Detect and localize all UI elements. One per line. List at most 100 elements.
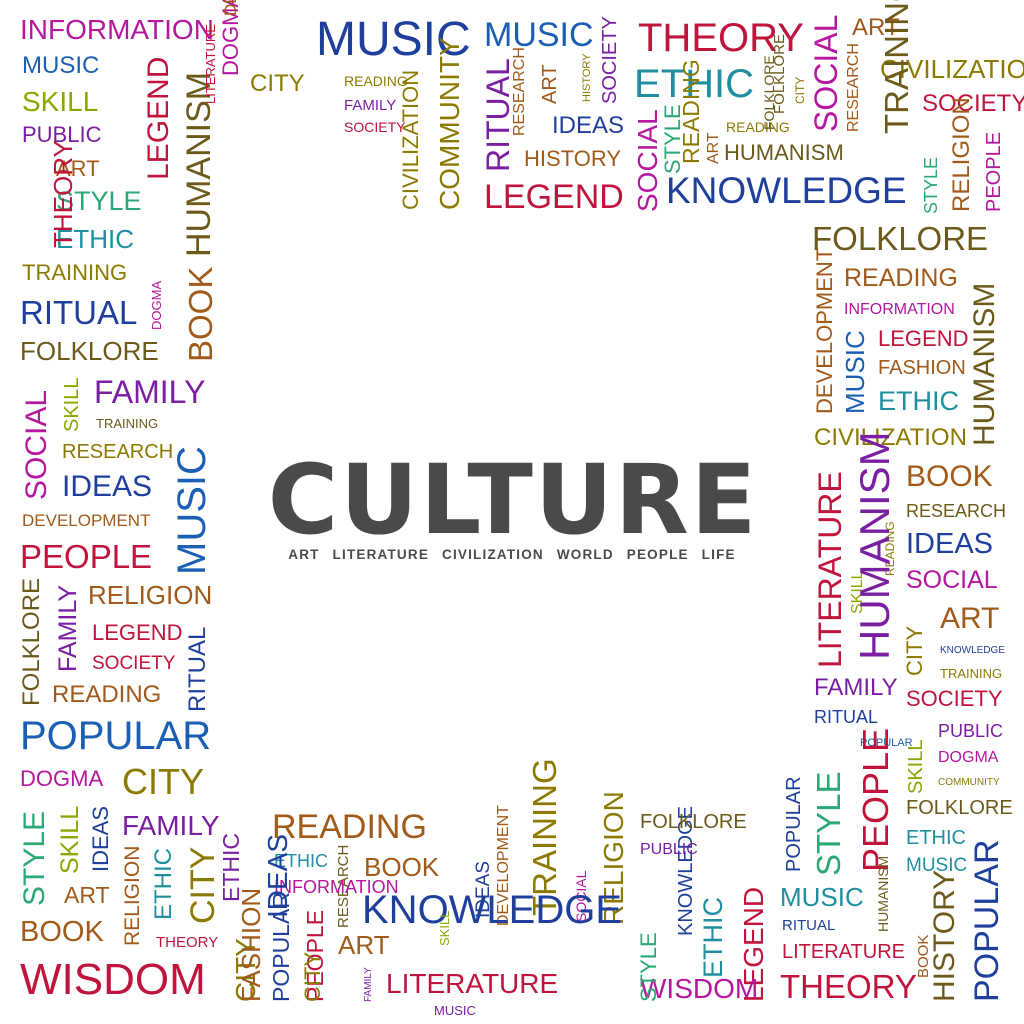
cloud-word: THEORY (156, 934, 219, 951)
cloud-word: ART (64, 882, 110, 908)
cloud-word: KNOWLEDGE (666, 170, 907, 211)
cloud-word: SOCIAL (906, 566, 998, 594)
cloud-word: THEORY (48, 140, 78, 248)
cloud-word: ETHIC (698, 897, 728, 978)
cloud-word: SKILL (61, 377, 83, 432)
cloud-word: MUSIC (780, 882, 864, 912)
cloud-word: MUSIC (22, 52, 100, 79)
cloud-word: SOCIETY (906, 686, 1003, 711)
cloud-word: TRAINING (940, 666, 1003, 681)
culture-title: CULTURE (267, 444, 759, 556)
cloud-word: SOCIETY (92, 653, 176, 674)
cloud-word: INFORMATION (20, 14, 214, 45)
cloud-word: POPULAR (783, 776, 805, 872)
cloud-word: SOCIAL (632, 109, 663, 212)
cloud-word: BOOK (364, 852, 440, 882)
cloud-word: SOCIETY (344, 119, 406, 135)
cloud-word: INFORMATION (274, 877, 399, 897)
cloud-word: LEGEND (142, 56, 175, 180)
cloud-word: STYLE (18, 810, 51, 906)
cloud-word: ART (705, 132, 722, 164)
cloud-word: STYLE (810, 771, 847, 876)
cloud-word: RITUAL (184, 626, 211, 712)
cloud-word: HISTORY (524, 146, 621, 171)
cloud-word: READING (726, 119, 790, 135)
cloud-word: RITUAL (782, 917, 836, 934)
cloud-word: STYLE (636, 932, 661, 1002)
cloud-word: LITERATURE (782, 941, 905, 963)
cloud-word: FAMILY (54, 584, 82, 672)
cloud-word: ETHIC (906, 827, 966, 849)
cloud-word: DEVELOPMENT (812, 247, 837, 414)
cloud-word: THEORY (638, 16, 804, 60)
cloud-word: ETHIC (56, 224, 134, 254)
cloud-word: FOLKLORE (812, 220, 989, 257)
cloud-word: THEORY (780, 968, 917, 1005)
cloud-word: HISTORY (581, 53, 593, 103)
cloud-word: STYLE (921, 156, 941, 214)
cloud-word: MUSIC (840, 330, 870, 414)
cloud-word: PUBLIC (22, 122, 102, 147)
cloud-word: LEGEND (484, 178, 624, 216)
cloud-word: FOLKLORE (761, 55, 777, 130)
cloud-word: ART (539, 64, 561, 104)
cloud-word: ART (852, 14, 900, 41)
cloud-word: FASHION (878, 357, 966, 379)
cloud-word: POPULAR (20, 714, 212, 758)
cloud-word: CITY (793, 76, 807, 104)
culture-subtitle: ART LITERATURE CIVILIZATION WORLD PEOPLE… (288, 547, 736, 562)
cloud-word: DEVELOPMENT (221, 0, 240, 16)
cloud-word: DOGMA (149, 280, 164, 330)
cloud-word: CITY (184, 846, 222, 924)
cloud-word: MUSIC (170, 446, 214, 575)
cloud-word: SOCIETY (922, 90, 1024, 117)
cloud-word: WISDOM (640, 973, 759, 1004)
cloud-word: STYLE (660, 104, 685, 174)
cloud-word: KNOWLEDGE (940, 645, 1006, 656)
cloud-word: RESEARCH (511, 47, 528, 136)
cloud-word: CITY (250, 70, 305, 97)
cloud-word: FAMILY (814, 674, 898, 701)
cloud-word: IDEAS (262, 833, 293, 918)
cloud-word: RELIGION (948, 97, 975, 212)
cloud-word: RESEARCH (62, 441, 174, 463)
cloud-word: WISDOM (20, 955, 206, 1004)
cloud-word: CIVILIZATION (880, 54, 1024, 84)
cloud-word: PUBLIC (938, 721, 1004, 741)
cloud-word: MUSIC (434, 1003, 476, 1018)
cloud-word: DOGMA (20, 766, 104, 791)
cloud-word: READING (844, 264, 958, 292)
cloud-word: LEGEND (92, 620, 183, 645)
cloud-word: READING (272, 808, 427, 846)
cloud-word: POPULAR (968, 839, 1006, 1003)
cloud-word: LITERATURE (386, 968, 559, 999)
cloud-word: SOCIETY (599, 16, 621, 104)
cloud-word: READING (344, 73, 408, 89)
cloud-word: SKILL (437, 910, 452, 946)
cloud-word: RITUAL (20, 294, 138, 331)
cloud-word: DOGMA (938, 749, 999, 766)
cloud-word: PEOPLE (983, 131, 1005, 212)
cloud-word: LEGEND (878, 326, 969, 351)
cloud-word: CITY (122, 761, 205, 802)
cloud-word: RELIGION (88, 580, 213, 610)
cloud-word: COMMUNITY (938, 777, 1000, 788)
cloud-word: IDEAS (62, 470, 153, 503)
cloud-word: FOLKLORE (18, 577, 45, 706)
cloud-word: HUMANISM (968, 282, 1001, 446)
cloud-word: BOOK (182, 266, 219, 362)
cloud-word: RESEARCH (906, 501, 1007, 521)
cloud-word: MUSIC (906, 855, 968, 876)
cloud-word: PEOPLE (20, 538, 153, 575)
cloud-word: ETHIC (150, 848, 177, 920)
cloud-word: HUMANISM (851, 431, 898, 660)
cloud-word: READING (52, 681, 162, 708)
cloud-word: DEVELOPMENT (22, 511, 151, 530)
cloud-word: LITERATURE (812, 471, 848, 668)
cloud-word: RELIGION (121, 845, 144, 946)
cloud-word: SKILL (56, 805, 84, 874)
cloud-word: ART (56, 156, 100, 181)
cloud-word: TRAINING (96, 416, 159, 431)
cloud-word: PUBLIC (640, 841, 698, 858)
